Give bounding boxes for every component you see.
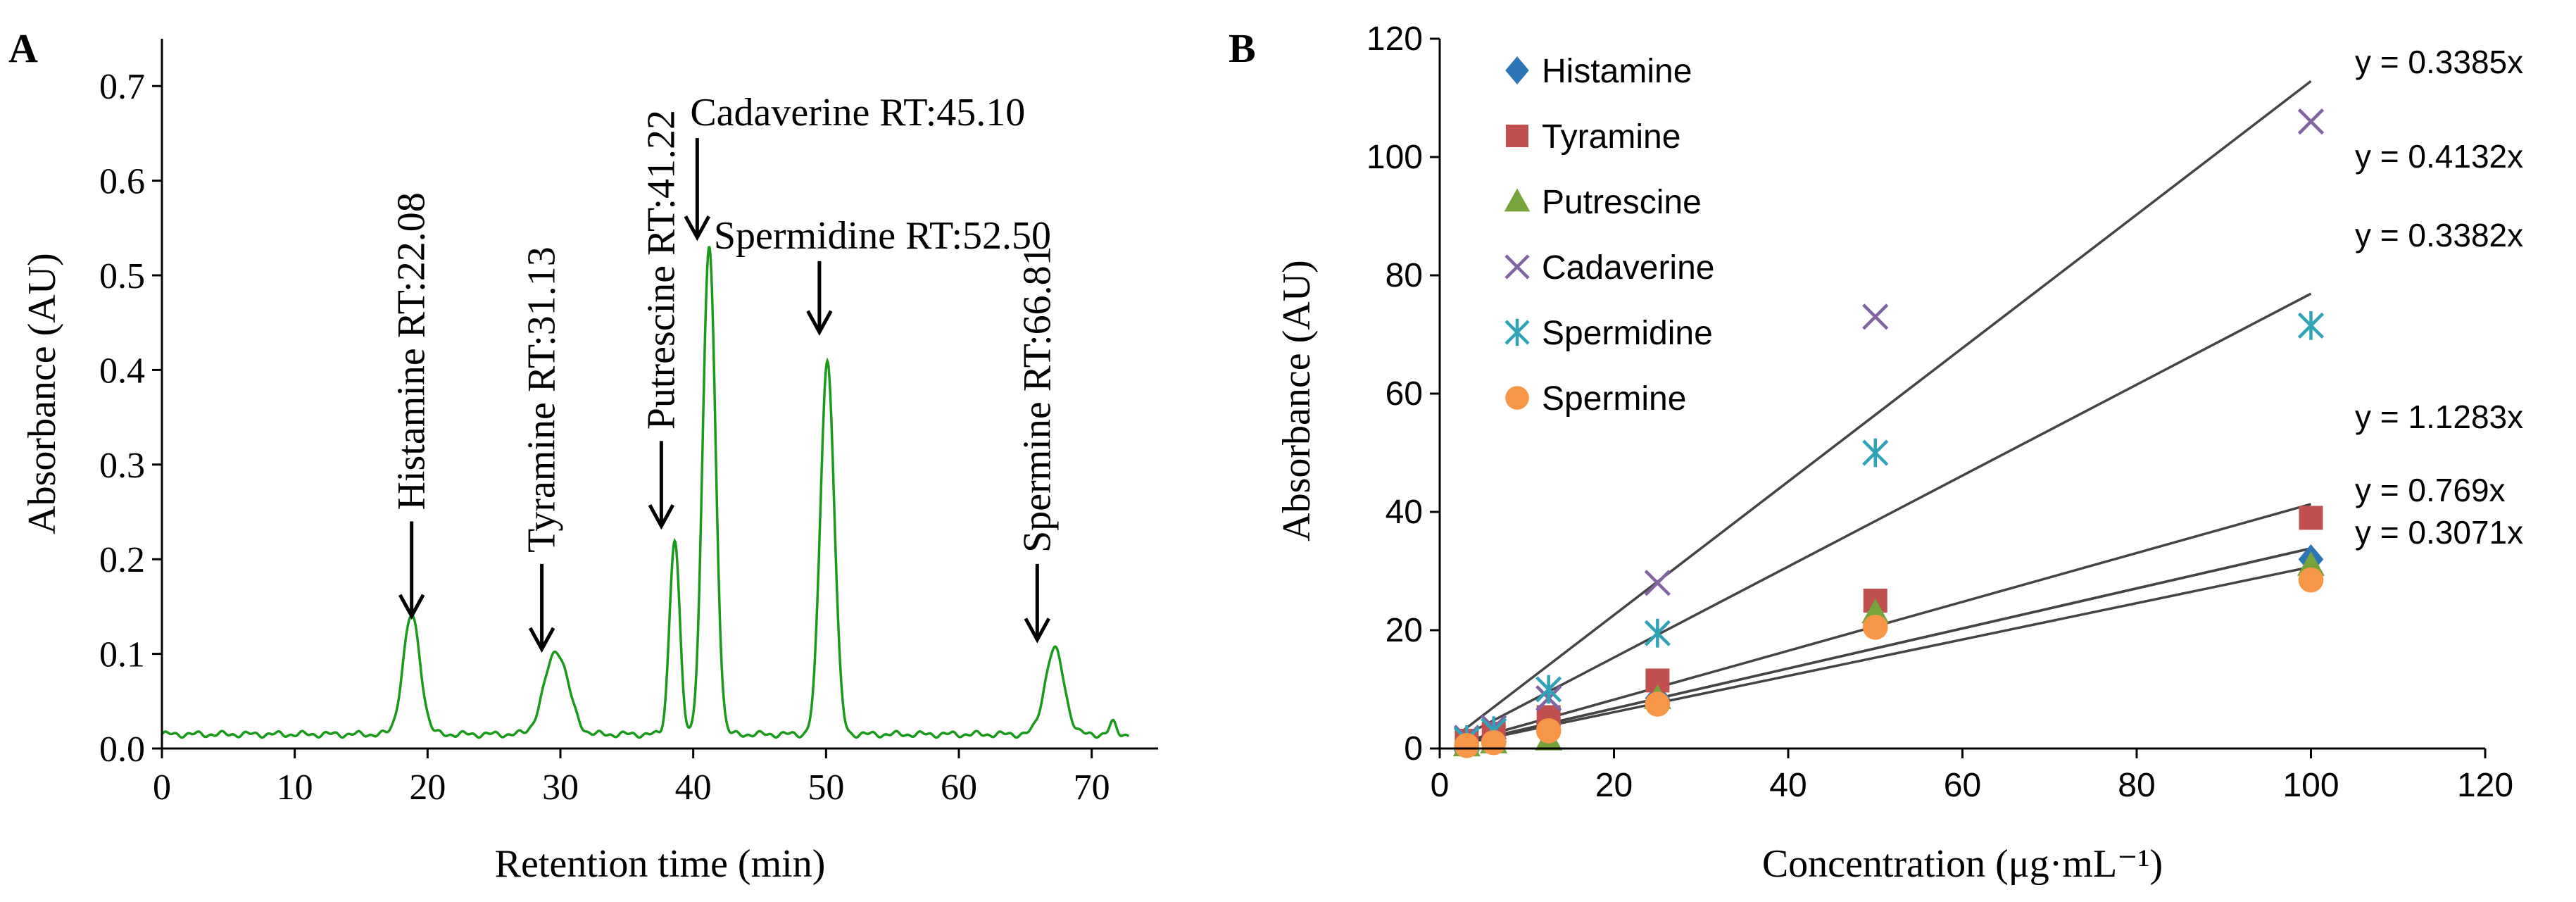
- data-point-spermine: [2298, 567, 2324, 593]
- trendline-spermidine: [1456, 292, 2312, 741]
- y-tick-label: 100: [1366, 139, 1423, 176]
- legend-label: Putrescine: [1542, 184, 1702, 221]
- trendline-spermine: [1457, 565, 2311, 746]
- legend-marker-cadaverine: [1504, 254, 1530, 280]
- y-axis-title: Absorbance (AU): [1275, 260, 1319, 541]
- peak-label: Histamine RT:22.08: [390, 192, 434, 510]
- panel-label-b: B: [1229, 25, 1256, 71]
- peak-arrow-head: [684, 215, 711, 242]
- peak-label: Tyramine RT:31.13: [520, 246, 564, 553]
- peak-label: Cadaverine RT:45.10: [690, 91, 1025, 134]
- data-point-spermidine: [2297, 311, 2325, 340]
- regression-equation: y = 0.4132x: [2355, 138, 2523, 175]
- data-points: [1452, 108, 2325, 758]
- data-point-cadaverine: [2297, 108, 2325, 135]
- regression-equation: y = 0.3071x: [2355, 514, 2523, 551]
- y-tick-label: 0.6: [99, 162, 145, 202]
- x-tick-label: 70: [1074, 768, 1110, 808]
- regression-equation: y = 0.3385x: [2355, 44, 2523, 80]
- data-point-spermine: [1481, 729, 1507, 756]
- peak-arrow-head: [528, 627, 555, 653]
- data-point-spermine: [1535, 718, 1562, 744]
- peak-label: Putrescine RT:41.22: [639, 110, 683, 430]
- peak-arrow-head: [648, 503, 675, 530]
- x-axis-title: Concentration (μg·mL⁻¹): [1762, 842, 2163, 886]
- y-tick-label: 40: [1386, 494, 1423, 531]
- trendline-putrescine: [1457, 547, 2311, 746]
- x-tick-label: 80: [2118, 767, 2155, 804]
- chromatogram-panel: A 0.0 0.1 0.2 0.3 0.4 0.5 0.6 0.7 0 10 20 30 40 50 60…: [8, 25, 1158, 886]
- y-tick-label: 0.1: [99, 635, 145, 675]
- data-point-cadaverine: [1644, 570, 1671, 596]
- y-tick-label: 80: [1386, 257, 1423, 294]
- x-axis-title: Retention time (min): [495, 842, 826, 886]
- y-axis-ticks: 0.0 0.1 0.2 0.3 0.4 0.5 0.6 0.7: [99, 67, 162, 770]
- y-axis-ticks: 0 20 40 60 80 100 120: [1366, 20, 1440, 768]
- x-tick-label: 20: [1595, 767, 1633, 804]
- x-tick-label: 120: [2457, 767, 2513, 804]
- x-tick-label: 10: [277, 768, 313, 808]
- y-tick-label: 0.2: [99, 540, 145, 580]
- peak-arrow-head: [398, 594, 425, 620]
- peak-annotations: Histamine RT:22.08 Tyramine RT:31.13 Putre…: [390, 91, 1059, 653]
- peak-arrow-head: [806, 310, 833, 336]
- regression-equations: y = 0.3385x y = 0.4132x y = 0.3382x y = 1.1…: [2355, 44, 2523, 551]
- peak-label: Spermidine RT:52.50: [714, 214, 1051, 258]
- y-tick-label: 0.4: [99, 351, 145, 391]
- data-point-spermidine: [1535, 675, 1562, 704]
- legend-marker-putrescine: [1504, 188, 1531, 212]
- peak-label: Spermine RT:66.81: [1015, 246, 1059, 553]
- y-tick-label: 0.5: [99, 256, 145, 296]
- legend: Histamine Tyramine Putrescine Cadaverine Spe…: [1504, 53, 1714, 418]
- y-tick-label: 120: [1366, 20, 1423, 58]
- legend-label: Spermine: [1542, 380, 1686, 418]
- data-point-spermidine: [1862, 438, 1889, 468]
- data-point-spermidine: [1644, 618, 1671, 648]
- legend-marker-spermidine: [1504, 318, 1530, 346]
- legend-label: Histamine: [1542, 53, 1692, 90]
- legend-label: Spermidine: [1542, 315, 1713, 352]
- x-tick-label: 40: [675, 768, 712, 808]
- x-tick-label: 50: [808, 768, 844, 808]
- y-tick-label: 0.3: [99, 446, 145, 486]
- legend-label: Cadaverine: [1542, 249, 1714, 287]
- panel-label-a: A: [8, 25, 38, 71]
- x-tick-label: 30: [542, 768, 579, 808]
- y-tick-label: 0.0: [99, 729, 145, 770]
- legend-marker-tyramine: [1506, 125, 1528, 147]
- y-tick-label: 60: [1386, 375, 1423, 413]
- y-axis-title: Absorbance (AU): [20, 253, 64, 534]
- data-point-spermine: [1862, 614, 1888, 640]
- data-point-spermine: [1454, 732, 1480, 758]
- legend-marker-histamine: [1505, 56, 1529, 84]
- regression-equation: y = 0.769x: [2355, 472, 2506, 508]
- x-tick-label: 60: [1944, 767, 1981, 804]
- x-axis-ticks: 0 20 40 60 80 100 120: [1431, 748, 2513, 804]
- x-tick-label: 20: [409, 768, 446, 808]
- legend-marker-spermine: [1505, 386, 1529, 410]
- regression-equation: y = 1.1283x: [2355, 399, 2523, 435]
- x-tick-label: 60: [941, 768, 977, 808]
- x-tick-label: 0: [153, 768, 171, 808]
- data-point-tyramine: [2299, 506, 2323, 530]
- x-tick-label: 0: [1431, 767, 1450, 804]
- legend-label: Tyramine: [1542, 118, 1680, 156]
- y-tick-label: 20: [1386, 612, 1423, 649]
- data-point-spermine: [1645, 691, 1671, 717]
- x-axis-ticks: 0 10 20 30 40 50 60 70: [153, 748, 1110, 808]
- peak-arrow-head: [1024, 618, 1051, 644]
- x-tick-label: 40: [1769, 767, 1807, 804]
- x-tick-label: 100: [2282, 767, 2339, 804]
- y-tick-label: 0.7: [99, 67, 145, 107]
- calibration-panel: B 0 20 40 60 80 100 120 0 20 40 60 80 100 120 Histam…: [1229, 20, 2523, 886]
- trendline-cadaverine: [1456, 80, 2312, 737]
- data-point-cadaverine: [1862, 303, 1889, 330]
- y-tick-label: 0: [1404, 730, 1423, 768]
- chromatogram-trace: [161, 246, 1130, 739]
- regression-equation: y = 0.3382x: [2355, 217, 2523, 253]
